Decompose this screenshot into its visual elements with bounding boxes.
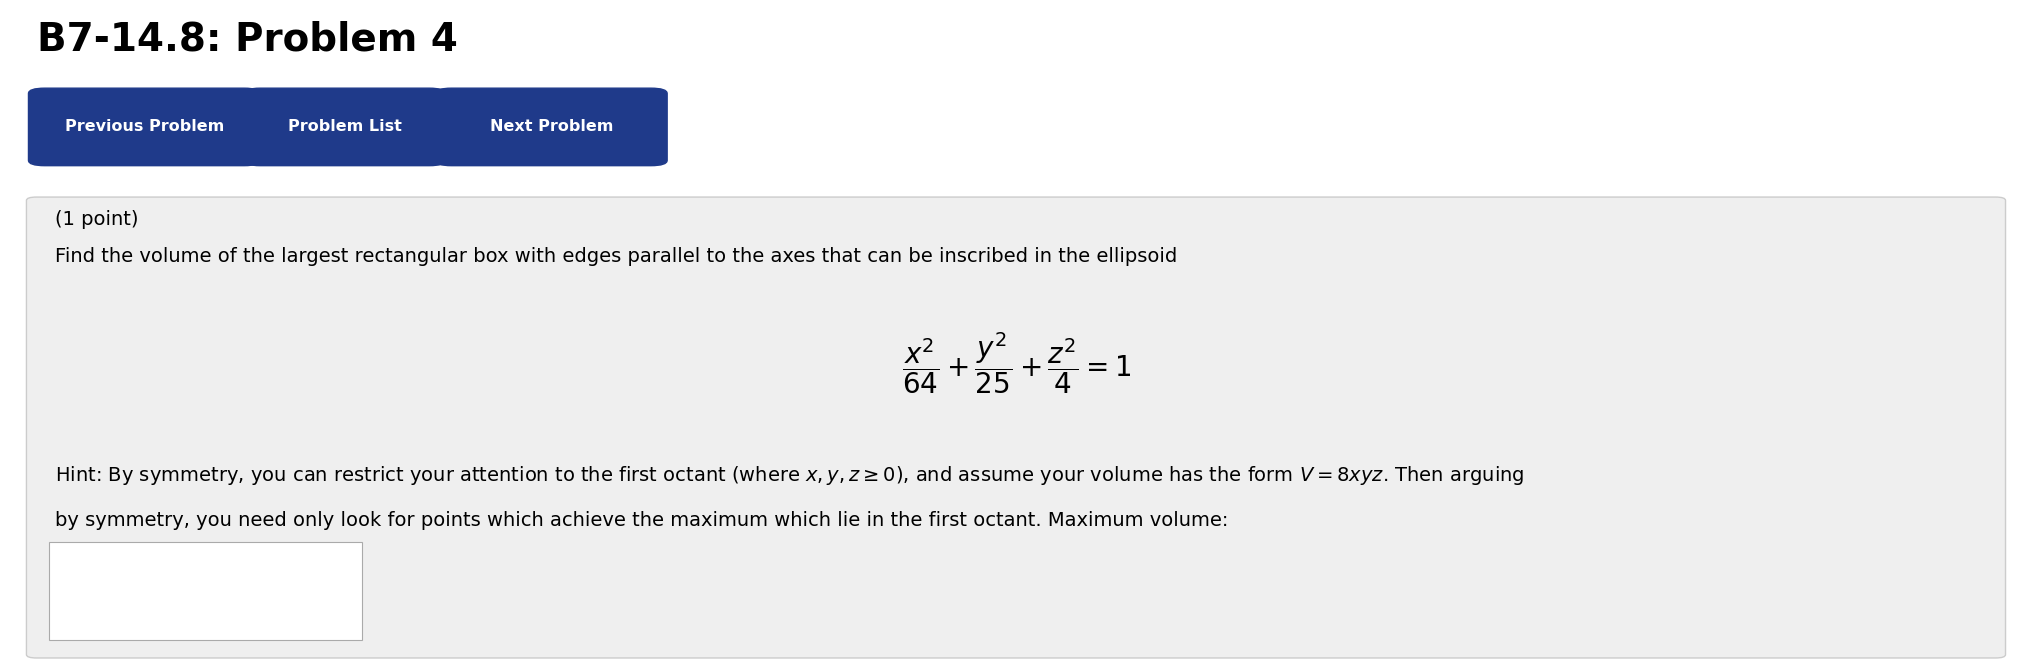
Text: by symmetry, you need only look for points which achieve the maximum which lie i: by symmetry, you need only look for poin… bbox=[55, 511, 1229, 530]
Text: (1 point): (1 point) bbox=[55, 210, 138, 229]
Text: Previous Problem: Previous Problem bbox=[65, 120, 224, 134]
Text: Next Problem: Next Problem bbox=[490, 120, 612, 134]
Text: Hint: By symmetry, you can restrict your attention to the first octant (where $x: Hint: By symmetry, you can restrict your… bbox=[55, 464, 1523, 487]
FancyBboxPatch shape bbox=[435, 88, 667, 166]
Text: $\dfrac{x^2}{64} + \dfrac{y^2}{25} + \dfrac{z^2}{4} = 1$: $\dfrac{x^2}{64} + \dfrac{y^2}{25} + \df… bbox=[903, 331, 1131, 396]
Text: Problem List: Problem List bbox=[289, 120, 401, 134]
FancyBboxPatch shape bbox=[28, 88, 260, 166]
FancyBboxPatch shape bbox=[26, 197, 2006, 658]
Text: B7-14.8: Problem 4: B7-14.8: Problem 4 bbox=[37, 20, 458, 58]
FancyBboxPatch shape bbox=[244, 88, 445, 166]
FancyBboxPatch shape bbox=[49, 542, 362, 640]
Text: Find the volume of the largest rectangular box with edges parallel to the axes t: Find the volume of the largest rectangul… bbox=[55, 247, 1178, 266]
